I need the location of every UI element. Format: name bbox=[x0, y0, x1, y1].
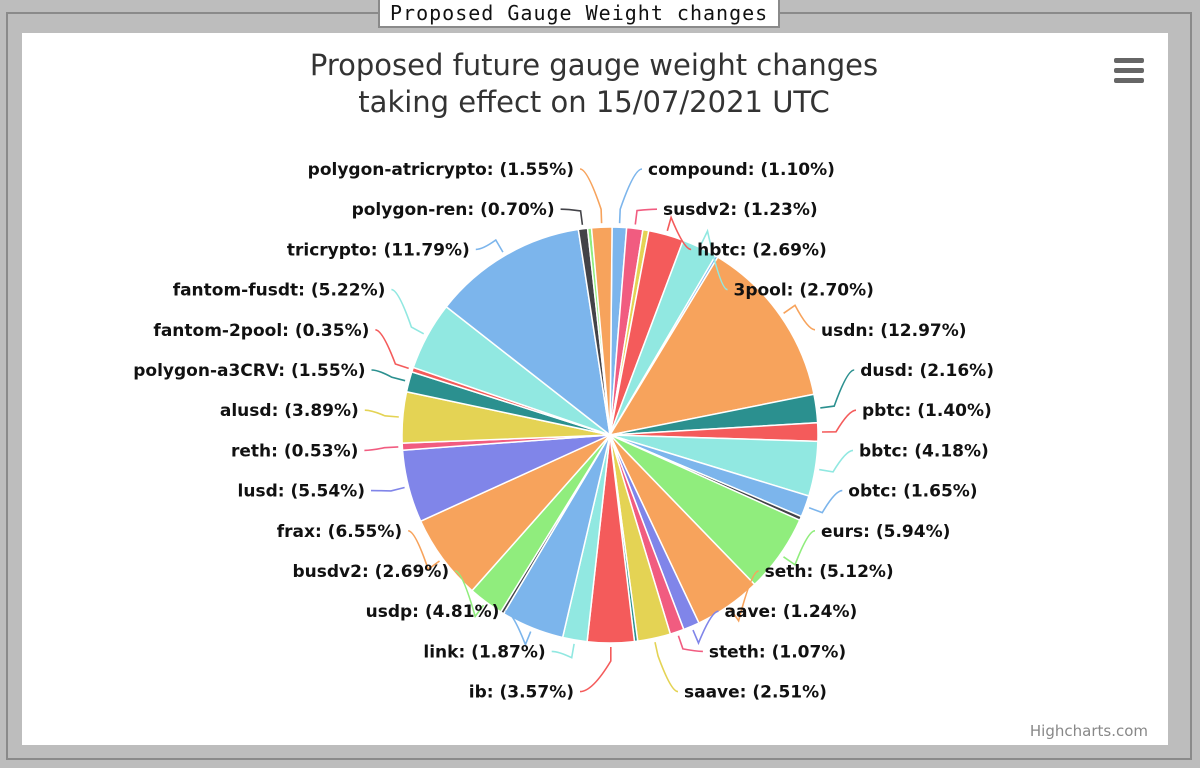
data-label-fantom-fusdt: fantom-fusdt: (5.22%) bbox=[173, 281, 386, 301]
connector-polygon-a3CRV bbox=[371, 369, 406, 382]
data-label-fantom-2pool: fantom-2pool: (0.35%) bbox=[153, 321, 369, 341]
connector-fantom-2pool bbox=[375, 329, 409, 370]
data-label-frax: frax: (6.55%) bbox=[277, 522, 402, 542]
data-label-saave: saave: (2.51%) bbox=[684, 683, 827, 703]
chart-panel: Proposed future gauge weight changes tak… bbox=[22, 33, 1168, 745]
data-label-usdp: usdp: (4.81%) bbox=[366, 602, 500, 622]
connector-dusd bbox=[820, 369, 855, 409]
data-label-dusd: dusd: (2.16%) bbox=[860, 361, 994, 381]
data-label-bbtc: bbtc: (4.18%) bbox=[859, 441, 989, 461]
connector-polygon-ren bbox=[560, 208, 584, 225]
window-title: Proposed Gauge Weight changes bbox=[378, 0, 781, 28]
data-labels: compound: (1.10%) susdv2: (1.23%) hbtc: (2… bbox=[133, 160, 994, 703]
data-label-busdv2: busdv2: (2.69%) bbox=[292, 562, 449, 582]
connector-bbtc bbox=[819, 449, 854, 473]
chart-title-line-2: taking effect on 15/07/2021 UTC bbox=[358, 85, 829, 119]
data-label-compound: compound: (1.10%) bbox=[648, 160, 835, 180]
data-label-tricrypto: tricrypto: (11.79%) bbox=[287, 240, 470, 260]
pie-slice-usdn[interactable] bbox=[608, 256, 815, 437]
connector-eurs bbox=[783, 530, 816, 567]
data-label-hbtc: hbtc: (2.69%) bbox=[697, 240, 827, 260]
connector-busdv2 bbox=[454, 570, 485, 619]
connector-saave bbox=[654, 642, 679, 693]
connector-lusd bbox=[370, 486, 405, 492]
data-label-alusd: alusd: (3.89%) bbox=[220, 401, 359, 421]
connector-usdp bbox=[505, 610, 532, 647]
data-label-polygon-ren: polygon-ren: (0.70%) bbox=[352, 200, 555, 220]
data-label-link: link: (1.87%) bbox=[423, 642, 545, 662]
data-label-steth: steth: (1.07%) bbox=[709, 642, 846, 662]
connector-usdn bbox=[783, 304, 816, 331]
data-label-seth: seth: (5.12%) bbox=[765, 562, 894, 582]
data-label-usdn: usdn: (12.97%) bbox=[821, 321, 967, 341]
connector-seth bbox=[729, 570, 759, 623]
label-connectors bbox=[364, 168, 857, 693]
connector-hbtc bbox=[666, 214, 692, 251]
connector-3pool bbox=[700, 228, 728, 291]
data-label-obtc: obtc: (1.65%) bbox=[848, 482, 977, 502]
connector-frax bbox=[407, 530, 440, 571]
connector-susdv2 bbox=[634, 208, 658, 225]
data-label-reth: reth: (0.53%) bbox=[231, 441, 358, 461]
data-label-susdv2: susdv2: (1.23%) bbox=[663, 200, 818, 220]
connector-pbtc bbox=[821, 409, 857, 433]
connector-aave bbox=[692, 610, 719, 646]
data-label-ib: ib: (3.57%) bbox=[469, 683, 574, 703]
connector-compound bbox=[618, 168, 643, 224]
connector-fantom-fusdt bbox=[391, 288, 425, 335]
connector-ib bbox=[579, 647, 612, 693]
data-label-3pool: 3pool: (2.70%) bbox=[734, 281, 874, 301]
data-label-pbtc: pbtc: (1.40%) bbox=[862, 401, 992, 421]
pie-slice-polygon-atricrypto[interactable] bbox=[590, 226, 613, 436]
data-label-aave: aave: (1.24%) bbox=[725, 602, 858, 622]
connector-obtc bbox=[808, 489, 843, 514]
credits-link[interactable]: Highcharts.com bbox=[1030, 722, 1148, 740]
pie-slice-tricrypto[interactable] bbox=[445, 228, 612, 437]
connector-polygon-atricrypto bbox=[579, 168, 603, 224]
pie-slices bbox=[401, 226, 819, 644]
connector-reth bbox=[364, 446, 399, 452]
pie-chart: Proposed future gauge weight changes tak… bbox=[133, 48, 1148, 740]
connector-steth bbox=[677, 635, 703, 653]
chart-title-line-1: Proposed future gauge weight changes bbox=[310, 48, 878, 82]
connector-tricrypto bbox=[475, 238, 504, 253]
data-label-eurs: eurs: (5.94%) bbox=[821, 522, 950, 542]
hamburger-menu-icon[interactable] bbox=[1114, 58, 1144, 83]
data-label-polygon-atricrypto: polygon-atricrypto: (1.55%) bbox=[308, 160, 574, 180]
data-label-lusd: lusd: (5.54%) bbox=[238, 482, 365, 502]
connector-alusd bbox=[364, 409, 399, 418]
data-label-polygon-a3CRV: polygon-a3CRV: (1.55%) bbox=[133, 361, 365, 381]
connector-link bbox=[551, 643, 575, 659]
